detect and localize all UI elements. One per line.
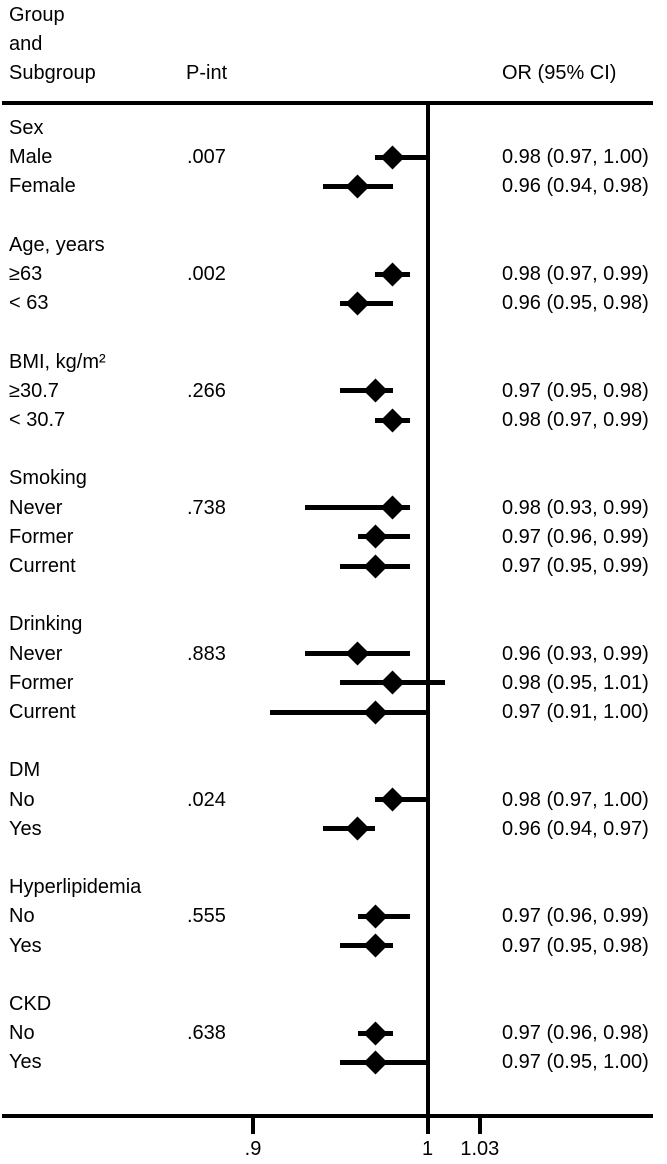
or-ci-text: 0.97 (0.91, 1.00)	[502, 701, 649, 723]
effect-diamond	[363, 699, 388, 725]
or-ci-text: 0.98 (0.97, 0.99)	[502, 263, 649, 285]
axis-tick	[251, 1114, 255, 1134]
subgroup-label: No	[9, 905, 35, 928]
or-ci-text: 0.96 (0.95, 0.98)	[502, 292, 649, 315]
axis-tick-label: 1.03	[460, 1138, 500, 1160]
axis-tick	[477, 1114, 482, 1134]
effect-diamond	[363, 553, 388, 579]
effect-diamond	[363, 1050, 388, 1075]
subgroup-label: < 63	[9, 292, 49, 315]
effect-diamond	[345, 816, 370, 841]
or-ci-text: 0.97 (0.96, 0.99)	[502, 905, 649, 928]
effect-diamond	[363, 524, 388, 549]
or-ci-text: 0.98 (0.97, 0.99)	[502, 409, 649, 431]
subgroup-label: Current	[9, 701, 76, 723]
p-int-value: .555	[187, 905, 226, 928]
effect-diamond	[363, 904, 388, 929]
subgroup-label: Former	[9, 525, 74, 548]
axis-tick	[425, 1114, 430, 1134]
header-line-3: Subgroup	[9, 62, 96, 84]
effect-diamond	[345, 174, 370, 199]
subgroup-label: ≥63	[9, 263, 43, 285]
or-ci-text: 0.97 (0.96, 0.98)	[502, 1022, 649, 1045]
section-header-row: Hyperlipidemia	[9, 876, 142, 899]
or-ci-text: 0.97 (0.95, 0.98)	[502, 379, 649, 402]
column-header-or-ci: OR (95% CI)	[502, 62, 617, 84]
or-ci-text: 0.98 (0.95, 1.01)	[502, 671, 649, 694]
or-ci-text: 0.98 (0.93, 0.99)	[502, 496, 649, 519]
subgroup-label: Male	[9, 146, 53, 169]
effect-diamond	[380, 670, 405, 695]
or-ci-text: 0.96 (0.94, 0.98)	[502, 175, 649, 198]
section-header-row: Smoking	[9, 467, 87, 490]
subgroup-label: Female	[9, 175, 76, 198]
p-int-value: .738	[187, 496, 226, 519]
effect-diamond	[380, 407, 405, 433]
subgroup-label: < 30.7	[9, 409, 66, 431]
effect-diamond	[345, 291, 370, 316]
section-header-row: Drinking	[9, 613, 83, 636]
top-rule	[2, 101, 653, 105]
axis-tick-label: .9	[244, 1138, 262, 1160]
section-header-row: Sex	[9, 117, 44, 139]
or-ci-text: 0.98 (0.97, 1.00)	[502, 788, 649, 811]
header-line-2: and	[9, 33, 43, 55]
or-ci-text: 0.97 (0.95, 0.98)	[502, 934, 649, 957]
subgroup-label: Current	[9, 555, 76, 577]
p-int-value: .638	[187, 1022, 226, 1045]
column-header-p-int: P-int	[186, 62, 228, 84]
p-int-value: .883	[187, 642, 226, 665]
effect-diamond	[363, 1021, 388, 1046]
section-header-row: BMI, kg/m²	[9, 350, 106, 373]
section-header-row: CKD	[9, 993, 52, 1015]
subgroup-label: No	[9, 1022, 35, 1045]
section-header-row: DM	[9, 759, 41, 782]
p-int-value: .007	[187, 146, 226, 169]
effect-diamond	[363, 933, 388, 958]
or-ci-text: 0.98 (0.97, 1.00)	[502, 146, 649, 169]
subgroup-label: Never	[9, 496, 63, 519]
effect-diamond	[380, 261, 405, 287]
effect-diamond	[380, 787, 405, 812]
bottom-axis-line	[2, 1114, 653, 1118]
section-header-row: Age, years	[9, 233, 105, 256]
or-ci-text: 0.97 (0.95, 0.99)	[502, 555, 649, 577]
effect-diamond	[380, 145, 405, 170]
subgroup-label: No	[9, 788, 35, 811]
or-ci-text: 0.97 (0.95, 1.00)	[502, 1051, 649, 1074]
subgroup-label: Yes	[9, 1051, 42, 1074]
or-ci-text: 0.96 (0.94, 0.97)	[502, 817, 649, 840]
effect-diamond	[380, 495, 405, 520]
or-ci-text: 0.97 (0.96, 0.99)	[502, 525, 649, 548]
axis-tick-label: 1	[421, 1138, 434, 1160]
column-header-group-subgroup: Group and Subgroup	[9, 1, 96, 88]
or-ci-text: 0.96 (0.93, 0.99)	[502, 642, 649, 665]
p-int-value: .266	[187, 379, 226, 402]
effect-diamond	[363, 378, 388, 403]
subgroup-label: Former	[9, 671, 74, 694]
header-line-1: Group	[9, 4, 65, 26]
subgroup-label: Yes	[9, 934, 42, 957]
reference-line	[425, 103, 430, 1118]
ci-line	[270, 709, 428, 715]
effect-diamond	[345, 641, 370, 666]
subgroup-label: ≥30.7	[9, 379, 59, 402]
ci-line	[305, 505, 411, 511]
p-int-value: .002	[187, 263, 226, 285]
subgroup-label: Yes	[9, 817, 42, 840]
p-int-value: .024	[187, 788, 226, 811]
subgroup-label: Never	[9, 642, 63, 665]
